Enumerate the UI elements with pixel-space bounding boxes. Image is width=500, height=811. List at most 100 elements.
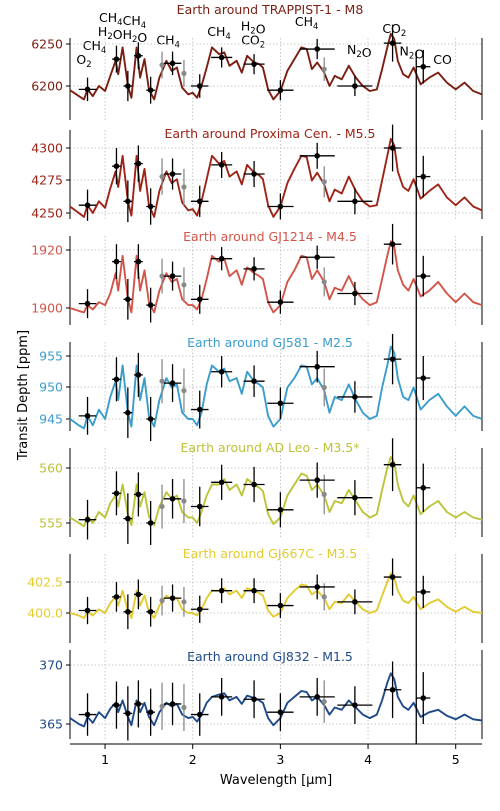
data-point [352, 83, 358, 89]
data-point [196, 406, 203, 413]
data-point [84, 516, 91, 523]
data-point [251, 587, 257, 594]
grey-data-point [321, 66, 327, 72]
data-point [277, 400, 284, 407]
model-spectrum-line [69, 240, 483, 314]
data-point [84, 607, 91, 614]
data-point [251, 61, 257, 67]
y-tick-label: 4250 [31, 206, 63, 221]
data-point [314, 363, 321, 370]
data-point [125, 198, 131, 205]
panel-title: Earth around GJ832 - M1.5 [187, 649, 353, 664]
y-tick-label: 1920 [31, 243, 63, 258]
y-axis-label: Transit Depth [ppm] [16, 330, 31, 461]
x-axis-ticks: 1 2 3 4 5 [101, 744, 460, 767]
data-point [84, 711, 91, 718]
data-point [314, 477, 321, 483]
y-tick-label: 555 [39, 516, 63, 531]
spectrum-panel: 402.5 400.0 Earth around GJ667C - M3.5 [27, 546, 483, 643]
data-point [352, 702, 358, 708]
data-point [196, 83, 203, 89]
y-tick-label: 1900 [31, 301, 63, 316]
data-point [113, 594, 120, 600]
data-point [135, 160, 142, 167]
data-point [147, 203, 154, 210]
data-point [389, 574, 396, 580]
grey-data-point [159, 503, 165, 510]
molecule-label: CH4 [207, 24, 231, 42]
data-point [389, 686, 396, 693]
y-tick-label: 955 [39, 349, 63, 364]
data-point [420, 63, 427, 70]
molecule-label: H2OH2O [98, 24, 147, 45]
data-point [218, 255, 225, 262]
data-point [125, 296, 131, 303]
grey-data-point [159, 598, 165, 604]
data-point [277, 602, 284, 609]
data-point [420, 485, 427, 491]
data-point [135, 52, 142, 59]
grey-data-point [181, 498, 187, 504]
y-tick-label: 370 [39, 658, 63, 673]
data-point [84, 413, 91, 419]
data-point [147, 608, 154, 615]
spectrum-panel: 1920 1900 Earth around GJ1214 - M4.5 [31, 223, 483, 325]
y-tick-label: 4275 [31, 173, 63, 188]
data-point [135, 591, 142, 598]
model-spectrum-line [69, 137, 483, 218]
data-point [352, 394, 358, 400]
molecule-labels: CH4CH4H2OH2OCH4O2CH4CH4H2OCO2CH4N2OCO2N2… [76, 10, 452, 70]
molecule-label: H2O [241, 18, 266, 36]
x-tick-label: 1 [101, 752, 109, 767]
grey-data-point [159, 273, 165, 279]
data-point [113, 163, 120, 169]
x-tick-label: 3 [276, 752, 284, 767]
data-point [420, 589, 427, 595]
panel-title: Earth around GJ1214 - M4.5 [183, 229, 357, 244]
data-point [169, 273, 176, 279]
data-point [389, 461, 396, 468]
data-point [314, 584, 321, 590]
grey-data-point [159, 703, 165, 709]
model-spectrum-line [69, 456, 483, 528]
data-point [389, 241, 396, 247]
grey-data-point [181, 70, 187, 76]
data-point [113, 376, 120, 383]
y-tick-label: 950 [39, 380, 63, 395]
data-point [84, 86, 91, 93]
data-point [389, 40, 396, 46]
spectrum-panel: 6250 6200 Earth around TRAPPIST-1 - M8 [31, 2, 483, 120]
data-point [125, 409, 131, 416]
molecule-label: N2O [400, 44, 425, 62]
data-point [169, 496, 176, 502]
grey-data-point [321, 179, 327, 185]
y-tick-label: 6200 [31, 79, 63, 94]
data-point [125, 83, 131, 89]
data-point [135, 372, 142, 378]
data-point [218, 162, 225, 168]
grey-data-point [321, 491, 327, 497]
data-point [169, 595, 176, 601]
molecule-label: CH4 [295, 14, 319, 32]
data-point [420, 273, 427, 279]
spectrum-panel: 370 365 Earth around GJ832 - M1.5 [39, 649, 483, 741]
grey-data-point [159, 174, 165, 180]
data-point [218, 479, 225, 486]
data-point [169, 380, 176, 386]
data-point [147, 87, 154, 93]
data-point [277, 507, 284, 513]
y-tick-label: 945 [39, 412, 63, 427]
grey-data-point [321, 698, 327, 705]
data-point [113, 56, 120, 62]
data-point [169, 701, 176, 707]
spectrum-panel: 560 555 Earth around AD Leo - M3.5* [39, 438, 483, 545]
data-point [277, 299, 284, 306]
data-point [196, 711, 203, 718]
grey-data-point [181, 282, 187, 288]
data-point [135, 491, 142, 498]
data-point [352, 290, 358, 297]
data-point [277, 709, 284, 715]
molecule-label: CO [433, 52, 452, 67]
data-point [84, 202, 91, 208]
spectrum-panels: 6250 6200 Earth around TRAPPIST-1 - M8 4300… [27, 2, 483, 744]
